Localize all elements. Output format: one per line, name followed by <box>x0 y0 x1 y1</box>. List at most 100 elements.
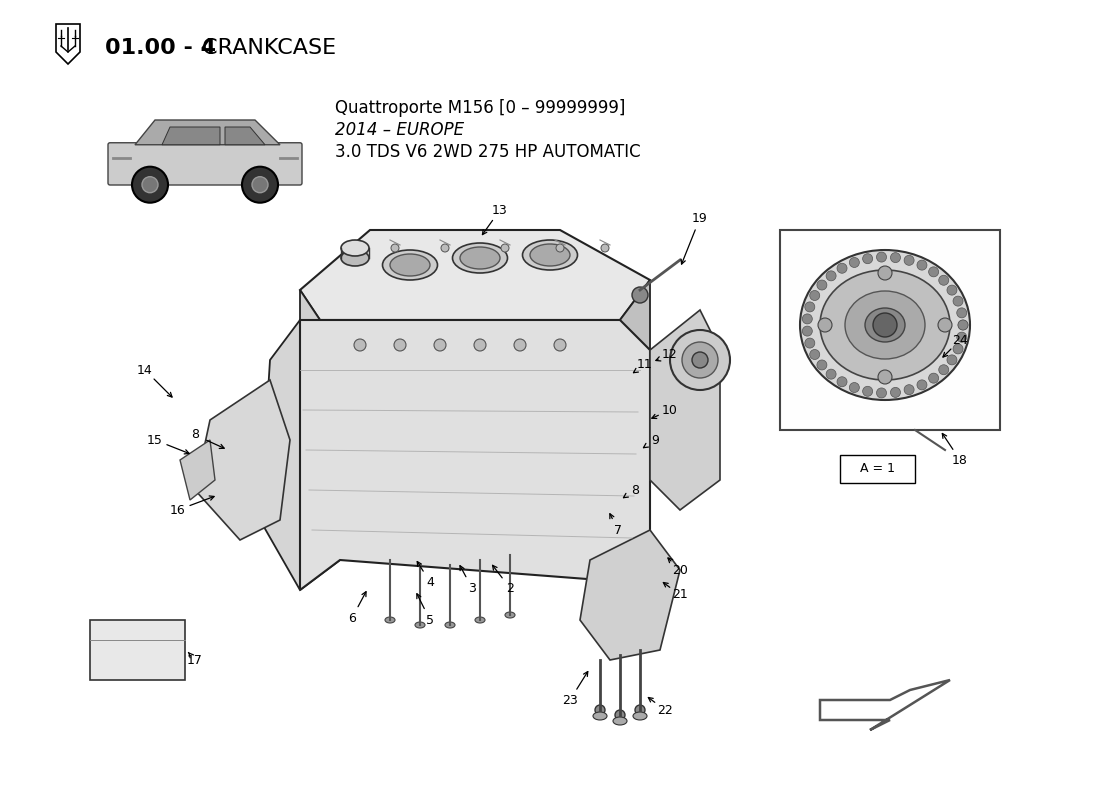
Ellipse shape <box>460 247 500 269</box>
Circle shape <box>434 339 446 351</box>
Circle shape <box>877 388 887 398</box>
Circle shape <box>938 275 948 286</box>
Text: 8: 8 <box>631 483 639 497</box>
Circle shape <box>928 373 938 383</box>
Polygon shape <box>300 320 650 590</box>
Circle shape <box>474 339 486 351</box>
Circle shape <box>947 355 957 365</box>
Text: 21: 21 <box>672 589 688 602</box>
Ellipse shape <box>341 240 368 256</box>
Circle shape <box>917 380 927 390</box>
Text: 4: 4 <box>426 575 433 589</box>
Circle shape <box>554 339 566 351</box>
Circle shape <box>635 705 645 715</box>
Text: Quattroporte M156 [0 – 99999999]: Quattroporte M156 [0 – 99999999] <box>336 99 626 117</box>
Polygon shape <box>135 120 280 145</box>
Text: 23: 23 <box>562 694 578 706</box>
Circle shape <box>958 320 968 330</box>
Ellipse shape <box>475 617 485 623</box>
Polygon shape <box>300 290 320 390</box>
Circle shape <box>615 710 625 720</box>
Polygon shape <box>300 230 650 320</box>
Polygon shape <box>195 380 290 540</box>
Text: 12: 12 <box>662 349 678 362</box>
Circle shape <box>595 705 605 715</box>
Circle shape <box>957 308 967 318</box>
Circle shape <box>632 287 648 303</box>
Circle shape <box>805 338 815 348</box>
Circle shape <box>818 318 832 332</box>
Circle shape <box>917 260 927 270</box>
Circle shape <box>837 377 847 386</box>
Ellipse shape <box>613 717 627 725</box>
Circle shape <box>837 263 847 274</box>
Polygon shape <box>580 530 680 660</box>
Circle shape <box>904 255 914 266</box>
Circle shape <box>891 253 901 262</box>
Ellipse shape <box>820 270 950 380</box>
Circle shape <box>957 332 967 342</box>
FancyBboxPatch shape <box>840 455 915 483</box>
Circle shape <box>849 258 859 267</box>
Circle shape <box>682 342 718 378</box>
Ellipse shape <box>632 712 647 720</box>
FancyBboxPatch shape <box>780 230 1000 430</box>
Ellipse shape <box>522 240 578 270</box>
Text: 10: 10 <box>662 403 678 417</box>
Circle shape <box>441 244 449 252</box>
Ellipse shape <box>530 244 570 266</box>
Text: 13: 13 <box>492 203 508 217</box>
Ellipse shape <box>446 622 455 628</box>
Text: 15: 15 <box>147 434 163 446</box>
Circle shape <box>938 318 952 332</box>
Ellipse shape <box>383 250 438 280</box>
Polygon shape <box>620 280 650 390</box>
Text: 19: 19 <box>692 211 708 225</box>
Circle shape <box>514 339 526 351</box>
Text: 3.0 TDS V6 2WD 275 HP AUTOMATIC: 3.0 TDS V6 2WD 275 HP AUTOMATIC <box>336 143 640 161</box>
Circle shape <box>556 244 564 252</box>
Circle shape <box>938 365 948 374</box>
Text: 14: 14 <box>138 363 153 377</box>
Text: 22: 22 <box>657 703 673 717</box>
Circle shape <box>394 339 406 351</box>
Circle shape <box>947 285 957 295</box>
Polygon shape <box>90 620 185 680</box>
Polygon shape <box>226 127 265 145</box>
Ellipse shape <box>800 250 970 400</box>
Circle shape <box>810 290 820 301</box>
Circle shape <box>878 266 892 280</box>
Polygon shape <box>162 127 220 145</box>
Text: A = 1: A = 1 <box>859 462 894 475</box>
Polygon shape <box>820 680 950 730</box>
Text: 9: 9 <box>651 434 659 446</box>
Text: 5: 5 <box>426 614 434 626</box>
Circle shape <box>601 244 609 252</box>
Text: 7: 7 <box>614 523 622 537</box>
Circle shape <box>252 177 268 193</box>
Text: 17: 17 <box>187 654 202 666</box>
Circle shape <box>817 280 827 290</box>
Text: 11: 11 <box>637 358 653 371</box>
Text: 24: 24 <box>953 334 968 346</box>
Circle shape <box>500 244 509 252</box>
Text: 2014 – EUROPE: 2014 – EUROPE <box>336 121 464 139</box>
Ellipse shape <box>845 291 925 359</box>
Circle shape <box>670 330 730 390</box>
Polygon shape <box>180 440 214 500</box>
Polygon shape <box>650 310 721 510</box>
Circle shape <box>873 313 896 337</box>
Text: 01.00 - 4: 01.00 - 4 <box>104 38 216 58</box>
Ellipse shape <box>415 622 425 628</box>
Text: 16: 16 <box>170 503 186 517</box>
Circle shape <box>904 385 914 394</box>
Circle shape <box>390 244 399 252</box>
Ellipse shape <box>865 308 905 342</box>
Circle shape <box>826 369 836 379</box>
Circle shape <box>802 326 812 336</box>
Circle shape <box>928 267 938 277</box>
FancyBboxPatch shape <box>108 142 302 185</box>
Circle shape <box>242 166 278 202</box>
Circle shape <box>958 320 968 330</box>
Text: 6: 6 <box>348 611 356 625</box>
